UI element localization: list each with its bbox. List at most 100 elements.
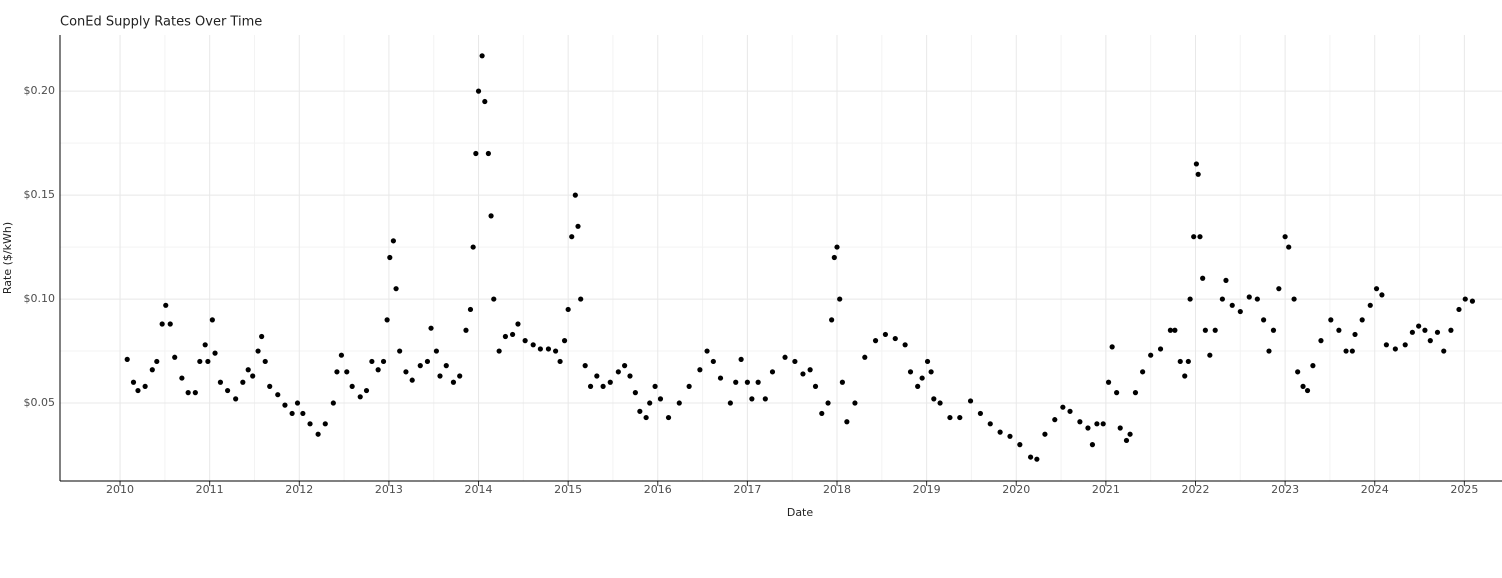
point [1352,331,1358,338]
point [397,348,403,354]
x-tick-label: 2011 [196,483,224,496]
x-tick-label: 2022 [1181,483,1209,496]
point [322,421,328,427]
point [357,394,363,400]
point [1200,275,1206,281]
point [1270,327,1277,333]
point [553,348,559,354]
point [807,367,813,373]
x-tick-label: 2021 [1092,483,1120,496]
point [330,400,336,406]
point [1462,296,1468,302]
point [676,400,682,406]
point [130,379,137,385]
point [1195,171,1201,177]
point [704,348,710,354]
point [205,358,211,365]
y-tick-label: $0.15 [24,188,56,201]
x-tick-label: 2014 [465,483,493,496]
point [124,356,130,362]
point [569,234,575,240]
point [259,333,265,340]
point [665,414,672,421]
point [463,327,469,333]
point [307,421,313,427]
point [1427,338,1433,344]
point [424,358,431,365]
point [727,400,733,406]
point [1416,323,1422,329]
point [749,396,755,402]
grid [60,35,1502,481]
point [575,223,581,229]
point [755,379,761,385]
point [1123,437,1130,444]
point [892,335,898,342]
point [1067,408,1073,414]
point [1359,317,1365,323]
point [149,367,155,373]
point [159,321,165,327]
point [409,377,415,383]
point [275,392,281,398]
point [967,398,974,404]
point [344,369,350,375]
point [224,387,231,394]
point [915,383,921,389]
point [947,414,953,421]
point [717,375,724,381]
point [300,410,306,417]
point [467,306,474,313]
point [390,238,396,244]
point [997,429,1003,435]
point [1276,286,1282,292]
point [792,358,798,365]
point [834,244,840,250]
point [417,363,423,369]
point [582,363,588,369]
point [1193,161,1199,167]
point [769,369,776,375]
point [1202,327,1208,333]
point [1060,404,1066,410]
point [1318,338,1324,344]
point [428,325,434,331]
point [240,379,246,385]
point [1422,327,1428,333]
point [1114,390,1120,396]
point [919,375,925,381]
y-tick-label: $0.10 [24,292,56,305]
point [839,379,845,385]
point [902,342,908,348]
point [931,396,937,402]
point [443,363,449,369]
point [1042,431,1048,437]
point [710,358,716,365]
point [473,150,479,157]
point [1448,327,1454,333]
x-tick-label: 2013 [375,483,403,496]
point [349,383,355,389]
point [1402,342,1408,348]
point [1373,286,1380,292]
point [872,338,879,344]
point [522,338,528,344]
point [600,383,606,389]
point [209,317,215,323]
point [1052,417,1058,423]
axes: 2010 2011 2012 2013 2014 2015 2016 2017 2018 2019… [24,35,1502,496]
point [262,358,268,365]
point [1127,431,1133,437]
point [1261,317,1267,323]
y-tick-label: $0.20 [24,84,56,97]
point [819,410,825,417]
point [561,338,568,344]
point [282,402,288,408]
point [686,383,692,389]
point [179,375,185,381]
x-tick-label: 2020 [1002,483,1030,496]
point [393,286,399,292]
point [1117,425,1123,431]
point [267,383,273,389]
point [403,369,409,375]
